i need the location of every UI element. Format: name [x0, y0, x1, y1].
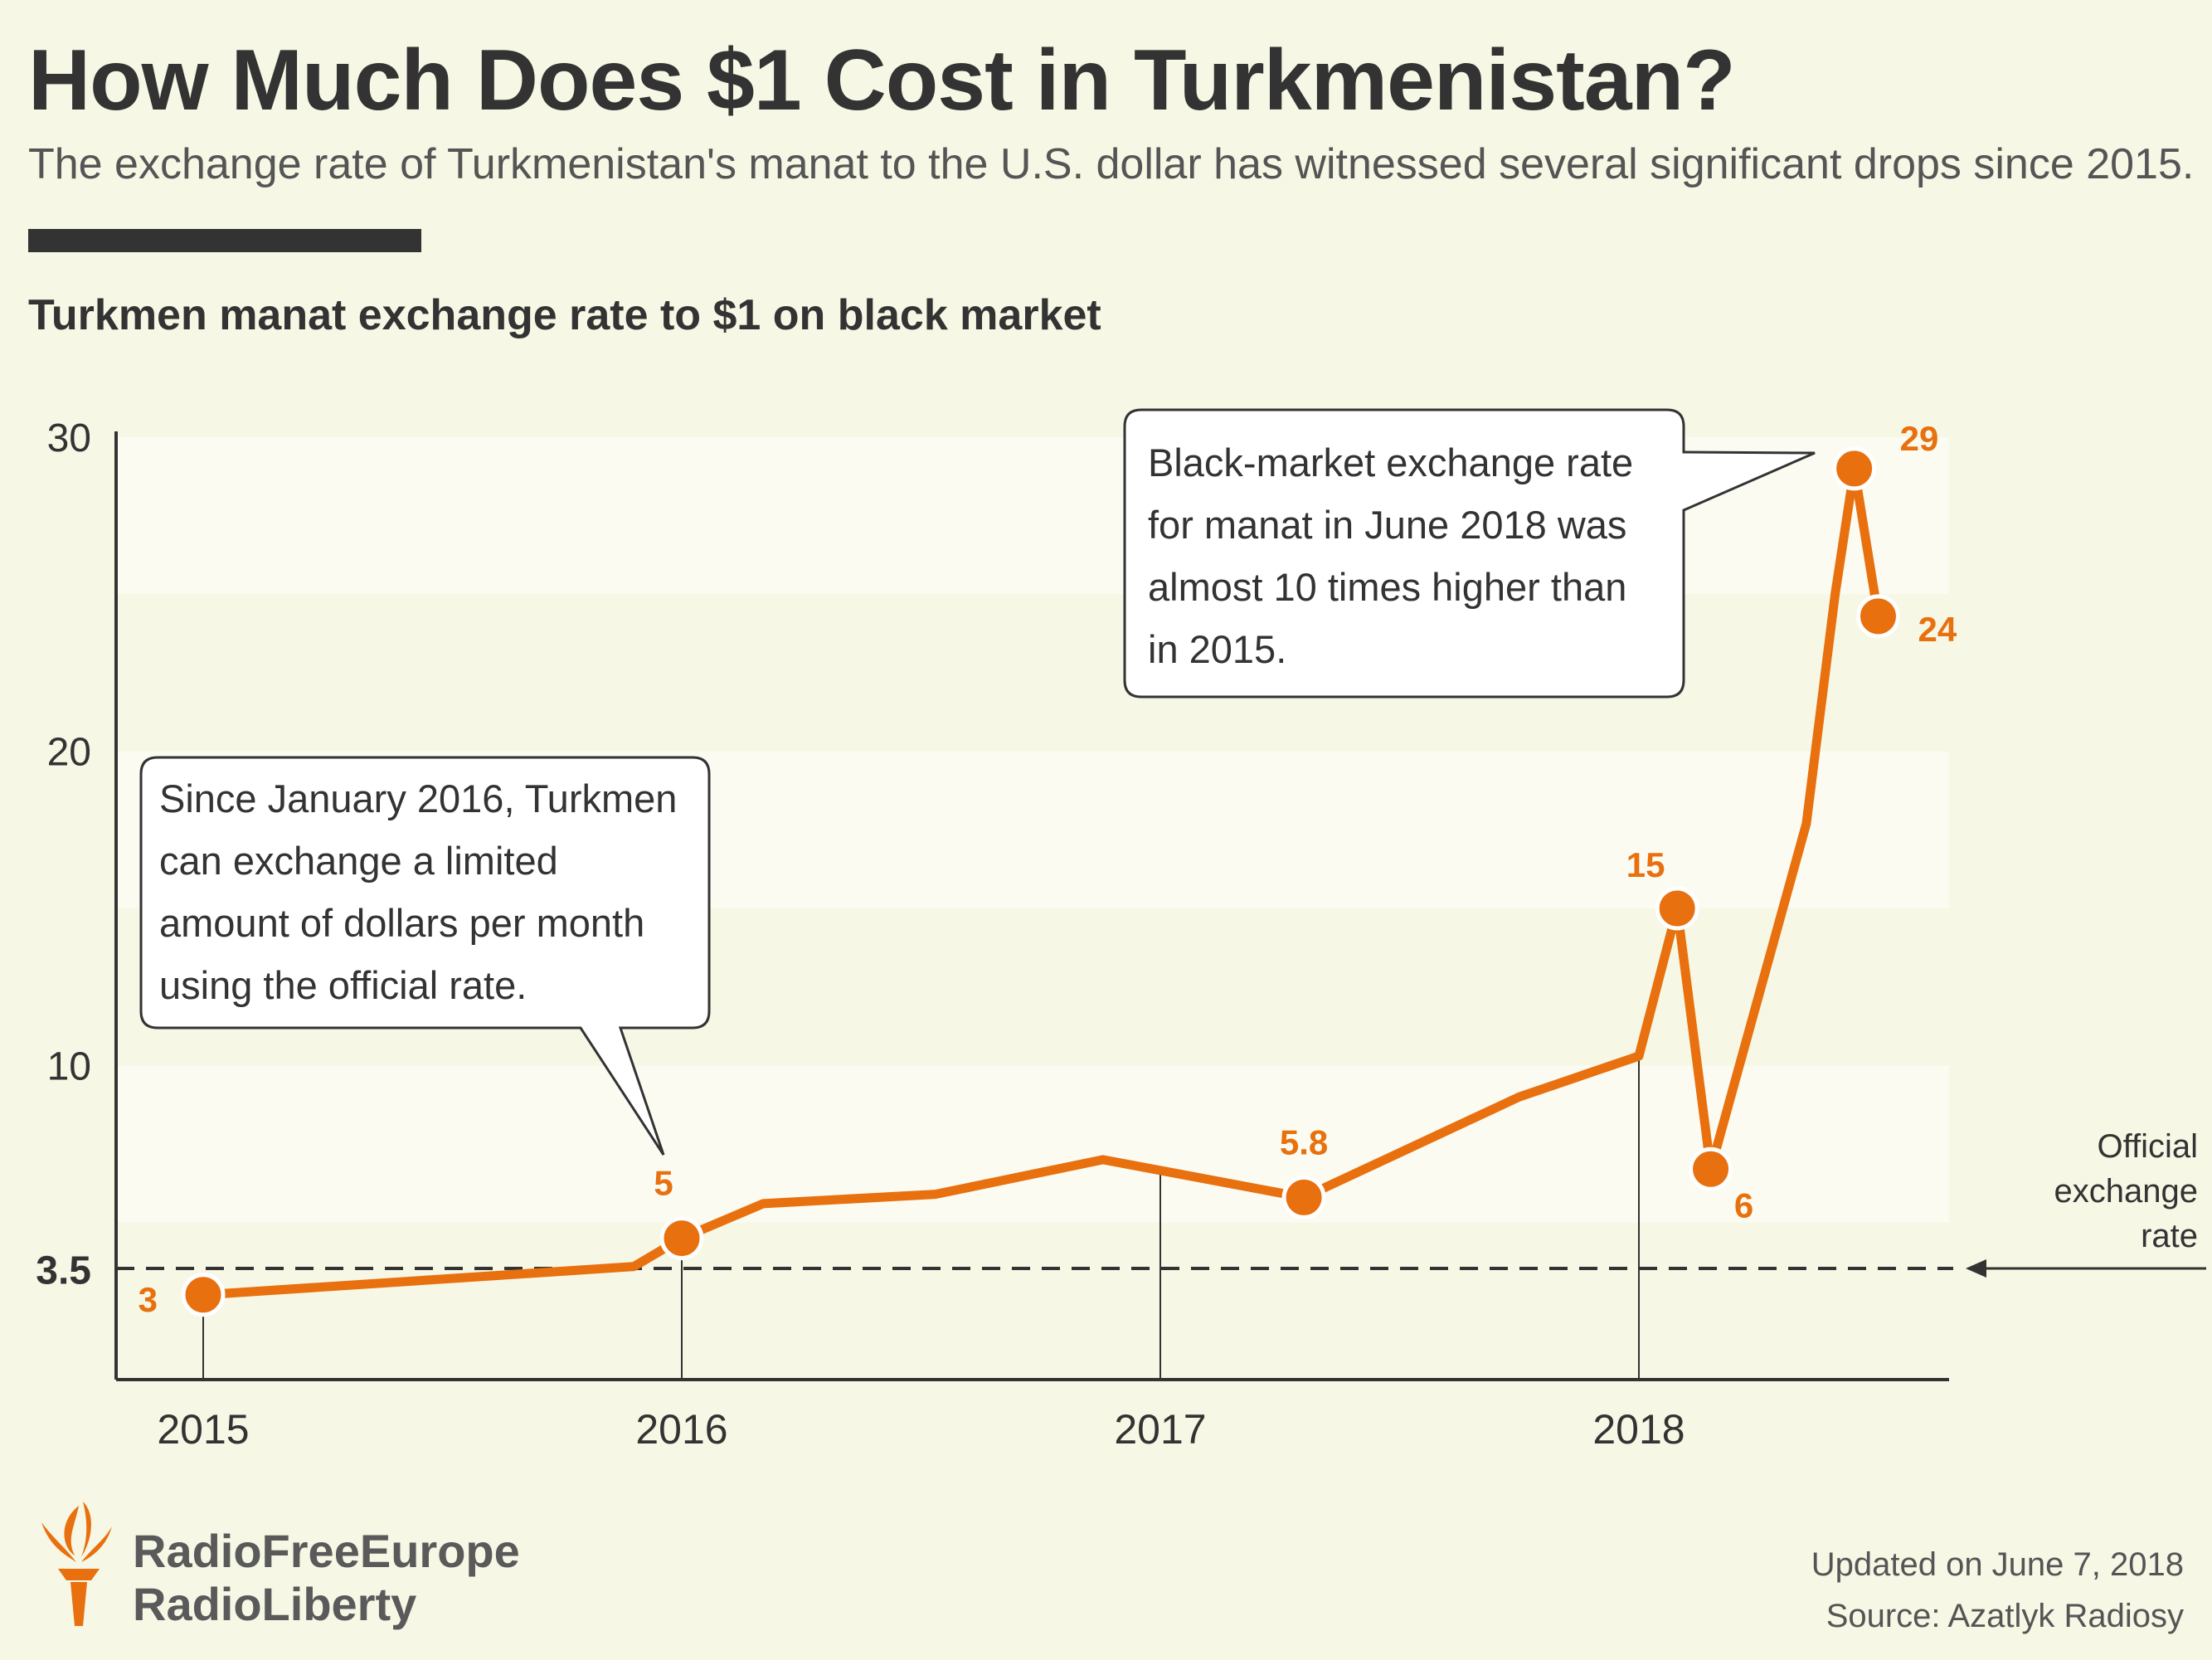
- chart-title: Turkmen manat exchange rate to $1 on bla…: [28, 291, 1101, 339]
- brand-name: RadioFreeEurope RadioLiberty: [133, 1525, 520, 1631]
- data-point: [1689, 1146, 1733, 1191]
- data-label: 6: [1734, 1185, 1753, 1224]
- x-axis-tick-labels: 2015 2016 2017 2018: [157, 1406, 1685, 1453]
- y-tick-label: 10: [47, 1044, 91, 1088]
- data-label: 5: [654, 1164, 673, 1203]
- x-tick-label: 2017: [1114, 1406, 1206, 1453]
- updated-date: Updated on June 7, 2018: [1811, 1546, 2184, 1583]
- source-credit: Source: Azatlyk Radiosy: [1826, 1598, 2184, 1634]
- callout-left-bubble: [139, 756, 711, 1156]
- data-label: 5.8: [1280, 1122, 1328, 1161]
- x-tick-label: 2018: [1592, 1406, 1685, 1453]
- data-point: [659, 1216, 704, 1261]
- data-point: [181, 1273, 226, 1317]
- data-point: [1832, 446, 1877, 491]
- data-point: [1655, 886, 1699, 931]
- data-label: 29: [1900, 419, 1939, 458]
- reference-line-label: Official exchange rate: [2054, 1128, 2198, 1254]
- torch-icon: [33, 1489, 124, 1634]
- footer: Updated on June 7, 2018 Source: Azatlyk …: [1811, 1539, 2184, 1642]
- data-point: [1281, 1175, 1326, 1219]
- y-axis-tick-labels: 30 20 10 3.5: [36, 416, 91, 1292]
- y-tick-label: 20: [47, 731, 91, 775]
- page-subtitle: The exchange rate of Turkmenistan's mana…: [28, 140, 2195, 188]
- data-label: 24: [1918, 610, 1957, 649]
- data-label: 15: [1626, 845, 1665, 884]
- callout-left-text: Since January 2016, Turkmen can exchange…: [159, 776, 678, 1007]
- x-tick-label: 2016: [635, 1406, 727, 1453]
- callout-right-bubble: [1123, 408, 1816, 699]
- y-tick-label: 30: [47, 416, 91, 460]
- callout-right-text: Black-market exchange rate for manat in …: [1148, 441, 1634, 671]
- reference-arrow: [1966, 1259, 2206, 1278]
- data-label: 3: [139, 1280, 158, 1319]
- page-title: How Much Does $1 Cost in Turkmenistan?: [28, 32, 1736, 129]
- x-tick-label: 2015: [157, 1406, 249, 1453]
- title-rule: [28, 229, 421, 252]
- series-line: [198, 464, 1883, 1300]
- grid-band: [116, 1065, 1949, 1223]
- data-point: [1856, 594, 1900, 639]
- x-axis-ticks: [202, 1055, 1640, 1380]
- brand-line-1: RadioFreeEurope: [133, 1525, 520, 1577]
- brand-line-2: RadioLiberty: [133, 1578, 417, 1630]
- data-markers: 3 5 5.8 15 6 29 24: [139, 419, 1957, 1319]
- y-tick-label: 3.5: [36, 1249, 91, 1292]
